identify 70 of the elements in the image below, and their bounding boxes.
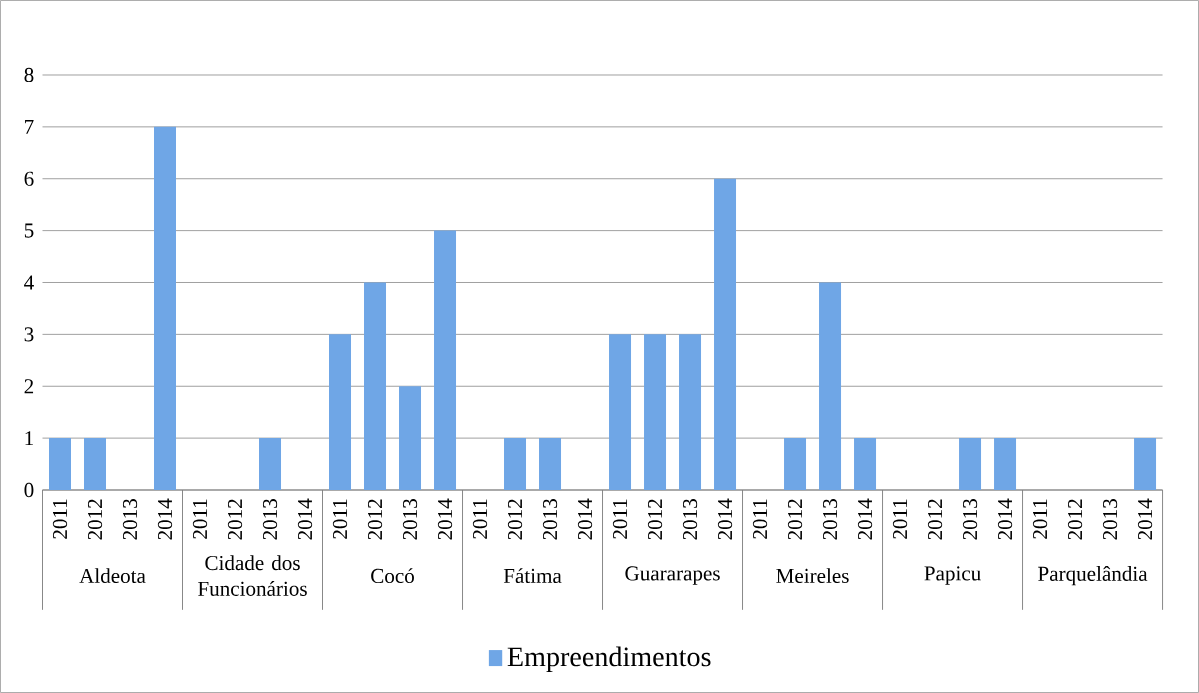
bar <box>854 438 877 490</box>
y-tick-label: 1 <box>25 431 33 446</box>
x-tick-label: 2012 <box>367 499 383 540</box>
x-tick-label: 2011 <box>892 499 908 539</box>
x-tick-label: 2011 <box>472 499 488 539</box>
x-tick-label: 2014 <box>157 498 173 540</box>
x-tick-label: 2013 <box>262 499 278 540</box>
bar <box>49 438 71 490</box>
x-tick-label: 2013 <box>1102 499 1118 540</box>
x-tick-label: 2013 <box>122 499 138 540</box>
text: Aldeota <box>79 568 146 584</box>
x-tick-label: 2012 <box>227 499 243 540</box>
y-tick-label: 4 <box>24 275 34 290</box>
bar <box>434 230 457 490</box>
x-tick-label: 2011 <box>612 499 628 539</box>
text: Meireles <box>776 568 849 584</box>
bar <box>959 438 982 490</box>
bar <box>329 334 352 490</box>
x-tick-label: 2012 <box>507 499 523 540</box>
y-tick-label: 7 <box>25 119 34 134</box>
bar <box>84 438 106 490</box>
x-tick-label: 2014 <box>437 498 453 540</box>
bar <box>154 126 176 490</box>
y-tick-label: 2 <box>24 379 34 394</box>
text: Cidade dos Funcionários <box>198 555 307 596</box>
bar <box>364 282 387 490</box>
text: Papicu <box>924 566 981 585</box>
bar <box>504 438 527 490</box>
x-tick-label: 2012 <box>647 499 663 540</box>
x-tick-label: 2013 <box>542 499 558 540</box>
x-tick-label: 2014 <box>717 498 733 540</box>
x-tick-label: 2013 <box>962 499 978 540</box>
y-tick-label: 8 <box>24 67 34 83</box>
x-tick-label: 2012 <box>927 499 943 540</box>
x-tick-label: 2013 <box>822 499 838 540</box>
x-tick-label: 2012 <box>1067 499 1083 540</box>
x-tick-label: 2011 <box>52 499 68 539</box>
x-tick-label: 2011 <box>752 499 768 539</box>
x-tick-label: 2011 <box>1032 499 1048 539</box>
y-tick-label: 5 <box>24 223 34 238</box>
text: Fátima <box>503 568 562 584</box>
x-tick-label: 2012 <box>787 499 803 540</box>
bar <box>994 438 1017 490</box>
bar <box>679 334 702 490</box>
x-tick-label: 2011 <box>192 499 208 539</box>
x-tick-label: 2014 <box>297 498 313 540</box>
x-tick-label: 2013 <box>402 499 418 540</box>
y-tick-label: 3 <box>24 327 34 342</box>
bar <box>819 282 842 490</box>
x-tick-label: 2011 <box>332 499 348 539</box>
text: Parquelândia <box>1038 566 1148 586</box>
y-tick-label: 6 <box>24 171 34 186</box>
x-tick-label: 2014 <box>997 498 1013 540</box>
bar <box>609 334 632 490</box>
bar <box>259 438 282 490</box>
x-tick-label: 2014 <box>857 498 873 540</box>
x-tick-label: 2014 <box>1137 498 1153 540</box>
bar <box>784 438 807 490</box>
bar <box>1134 438 1157 490</box>
text: Cocó <box>371 568 414 584</box>
bar <box>714 178 737 490</box>
bar <box>399 386 422 490</box>
bar <box>539 438 562 490</box>
x-tick-label: 2014 <box>577 498 593 540</box>
y-tick-label: 0 <box>24 482 34 498</box>
text: Guararapes <box>625 566 720 585</box>
x-tick-label: 2013 <box>682 499 698 540</box>
x-tick-label: 2012 <box>87 499 103 540</box>
bar <box>644 334 667 490</box>
legend-label: Empreendimentos <box>507 646 711 673</box>
